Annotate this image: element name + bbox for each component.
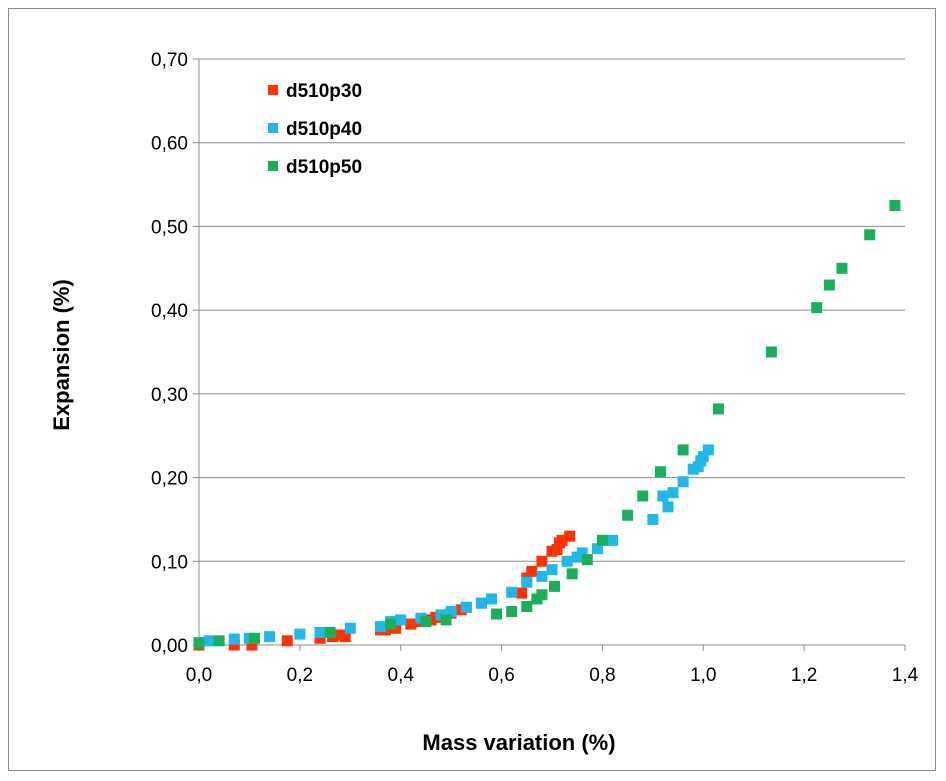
data-point (339, 631, 351, 643)
series-d510p50 (193, 200, 901, 649)
data-point (344, 622, 356, 634)
axes (193, 58, 906, 651)
x-tick-label: 0,8 (589, 665, 615, 686)
data-point (375, 621, 387, 633)
y-tick-label: 0,10 (151, 552, 188, 573)
data-point (521, 576, 533, 588)
data-point (566, 568, 578, 580)
data-point (864, 229, 876, 241)
data-point (662, 501, 674, 513)
data-point (516, 587, 528, 599)
data-point (622, 509, 634, 521)
legend: d510p30 d510p40 d510p50 (268, 81, 362, 178)
data-point (460, 601, 472, 613)
y-tick-label: 0,20 (151, 469, 188, 490)
data-point (581, 554, 593, 566)
data-point (248, 632, 260, 644)
data-point (677, 476, 689, 488)
data-point (811, 302, 823, 314)
data-point (591, 543, 603, 555)
x-tick-label: 0,0 (186, 665, 212, 686)
data-point (677, 444, 689, 456)
data-point (702, 444, 714, 456)
data-point (596, 534, 608, 546)
data-point (836, 262, 848, 274)
data-point (561, 555, 573, 567)
legend-marker (268, 123, 278, 133)
x-tick-label: 0,4 (388, 665, 415, 686)
y-tick-label: 0,70 (151, 50, 188, 71)
data-point (440, 614, 452, 626)
x-tick-label: 0,2 (287, 665, 313, 686)
data-point (475, 597, 487, 609)
data-point (564, 530, 576, 542)
data-point (193, 637, 205, 649)
data-point (697, 451, 709, 463)
tick-labels: 0,00 0,10 0,20 0,30 0,40 0,50 0,60 0,70 0,0 0,2 0,… (151, 50, 919, 686)
data-point (526, 565, 538, 577)
y-tick-label: 0,50 (151, 217, 188, 238)
x-tick-label: 0,6 (488, 665, 514, 686)
data-point (264, 631, 276, 643)
x-tick-label: 1,0 (690, 665, 716, 686)
data-point (228, 639, 240, 651)
x-tick-label: 1,2 (791, 665, 817, 686)
data-point (637, 490, 649, 502)
legend-marker (268, 85, 278, 95)
data-points (193, 200, 901, 651)
data-point (647, 513, 659, 525)
data-point (823, 279, 835, 291)
data-point (491, 608, 503, 620)
data-point (536, 570, 548, 582)
data-point (246, 639, 258, 651)
data-point (395, 614, 407, 626)
data-point (324, 626, 336, 638)
data-point (420, 616, 432, 628)
x-axis-title: Mass variation (%) (422, 730, 615, 755)
data-point (889, 200, 901, 211)
data-point (228, 633, 240, 645)
gridlines (199, 58, 905, 562)
y-axis-title: Expansion (%) (49, 279, 74, 431)
x-tick-label: 1,4 (892, 665, 919, 686)
data-point (405, 618, 417, 630)
chart-frame (8, 8, 936, 771)
y-tick-label: 0,30 (151, 385, 188, 406)
data-point (521, 600, 533, 612)
data-point (294, 628, 306, 640)
data-point (556, 534, 568, 546)
data-point (536, 589, 548, 601)
data-point (445, 606, 457, 618)
data-point (485, 593, 497, 605)
data-point (203, 635, 215, 647)
data-point (506, 586, 518, 598)
y-tick-label: 0,60 (151, 134, 188, 155)
data-point (536, 555, 548, 567)
data-point (213, 635, 225, 647)
series-d510p30 (193, 530, 576, 651)
data-point (314, 632, 326, 644)
data-point (546, 564, 558, 576)
data-point (667, 487, 679, 499)
legend-label: d510p30 (286, 81, 362, 102)
y-tick-label: 0,40 (151, 301, 188, 322)
data-point (281, 635, 293, 647)
data-point (576, 547, 588, 559)
data-point (712, 403, 724, 415)
data-point (765, 346, 777, 358)
data-point (506, 606, 518, 618)
data-point (549, 580, 561, 592)
legend-marker (268, 161, 278, 171)
legend-label: d510p40 (286, 119, 362, 140)
y-tick-label: 0,00 (151, 636, 188, 657)
data-point (314, 626, 326, 638)
data-point (657, 490, 669, 502)
data-point (607, 534, 619, 546)
legend-label: d510p50 (286, 157, 362, 178)
data-point (385, 618, 397, 630)
data-point (654, 466, 666, 478)
data-point (692, 461, 704, 473)
data-point (551, 544, 563, 556)
